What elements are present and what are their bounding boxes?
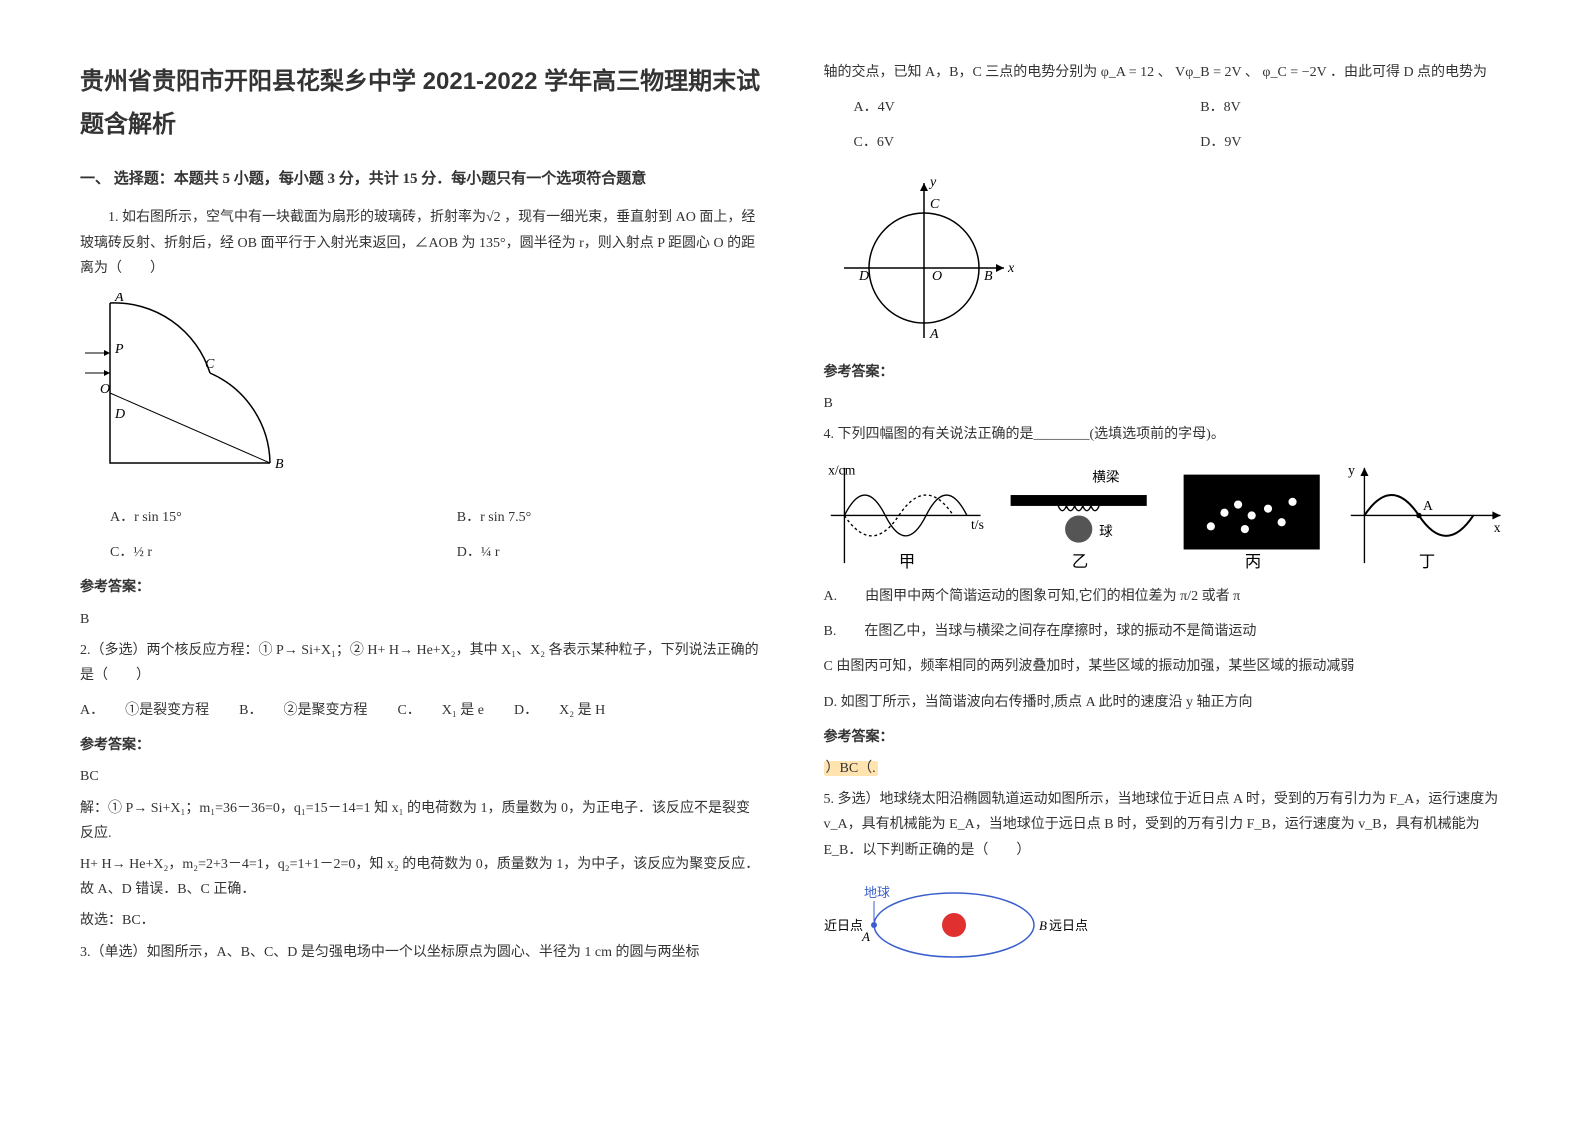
- svg-text:A: A: [861, 929, 870, 944]
- q2-text: 2.（多选）两个核反应方程：① P→ Si+X₁；② H+ H→ He+X₂，其…: [80, 638, 764, 688]
- q3-answer: B: [824, 391, 1508, 416]
- q4-fig-yi: 横梁 球 乙: [997, 461, 1160, 570]
- q2-answer-label: 参考答案：: [80, 733, 764, 758]
- q1-label-A: A: [114, 293, 124, 305]
- q1-answer: B: [80, 607, 764, 632]
- q1-label-C: C: [205, 357, 215, 372]
- svg-text:近日点: 近日点: [824, 918, 863, 933]
- q4-text: 4. 下列四幅图的有关说法正确的是________(选填选项前的字母)。: [824, 422, 1508, 447]
- q3-figure: C B A D O x y: [824, 168, 1508, 348]
- svg-text:乙: 乙: [1072, 552, 1088, 570]
- q3-text-1: 3.（单选）如图所示，A、B、C、D 是匀强电场中一个以坐标原点为圆心、半径为 …: [80, 940, 764, 965]
- q5-text: 5. 多选）地球绕太阳沿椭圆轨道运动如图所示，当地球位于近日点 A 时，受到的万…: [824, 787, 1508, 863]
- q4-fig-bing: 丙: [1170, 461, 1333, 570]
- q2-answer: BC: [80, 764, 764, 789]
- q1-label-D: D: [114, 407, 125, 422]
- svg-text:甲: 甲: [898, 552, 914, 570]
- q1-option-b: B．r sin 7.5°: [457, 505, 764, 530]
- svg-text:B: B: [984, 269, 993, 284]
- q4-option-a: A. 由图甲中两个简谐运动的图象可知,它们的相位差为 π/2 或者 π: [824, 584, 1508, 609]
- q1-label-O: O: [100, 382, 110, 397]
- svg-text:A: A: [1423, 498, 1433, 513]
- q2-exp-3: 故选：BC．: [80, 908, 764, 933]
- q1-option-c: C．½ r: [110, 540, 417, 565]
- svg-text:球: 球: [1099, 524, 1113, 539]
- q1-text: 1. 如右图所示，空气中有一块截面为扇形的玻璃砖，折射率为√2 ，现有一细光束，…: [80, 205, 764, 281]
- svg-text:C: C: [930, 197, 940, 212]
- q4-fig-jia: x/cm t/s 甲: [824, 461, 987, 570]
- page-title: 贵州省贵阳市开阳县花梨乡中学 2021-2022 学年高三物理期末试题含解析: [80, 60, 764, 146]
- q5-figure: 地球 近日点 A B 远日点: [824, 875, 1508, 965]
- q2-exp-1: 解：① P→ Si+X₁；m₁=36－36=0，q₁=15－14=1 知 x₁ …: [80, 796, 764, 846]
- svg-text:A: A: [929, 327, 939, 342]
- q3-text-2: 轴的交点，已知 A，B，C 三点的电势分别为 φ_A = 12 、 Vφ_B =…: [824, 60, 1508, 85]
- q4-answer: ）BC（.: [824, 756, 1508, 781]
- svg-text:O: O: [932, 269, 942, 284]
- q2-option-c: C． X₁ 是 e: [397, 698, 484, 723]
- q2-option-d: D． X₂ 是 H: [514, 698, 605, 723]
- svg-text:D: D: [858, 269, 869, 284]
- svg-text:远日点: 远日点: [1049, 918, 1088, 933]
- section-heading: 一、 选择题：本题共 5 小题，每小题 3 分，共计 15 分．每小题只有一个选…: [80, 166, 764, 193]
- q4-option-c: C 由图丙可知，频率相同的两列波叠加时，某些区域的振动加强，某些区域的振动减弱: [824, 654, 1508, 679]
- svg-text:x: x: [1007, 261, 1015, 276]
- q3-option-d: D．9V: [1200, 130, 1507, 155]
- q1-option-a: A．r sin 15°: [110, 505, 417, 530]
- q1-option-d: D．¼ r: [457, 540, 764, 565]
- svg-text:y: y: [1348, 463, 1355, 478]
- q1-figure: A P C O D B: [80, 293, 764, 493]
- svg-text:x/cm: x/cm: [828, 463, 856, 478]
- q4-option-b: B. 在图乙中，当球与横梁之间存在摩擦时，球的振动不是简谐运动: [824, 619, 1508, 644]
- q4-fig-ding: A y x 丁: [1344, 461, 1507, 570]
- q3-answer-label: 参考答案：: [824, 360, 1508, 385]
- svg-text:t/s: t/s: [971, 517, 984, 532]
- q3-option-b: B．8V: [1200, 95, 1507, 120]
- q2-exp-2: H+ H→ He+X₂，m₂=2+3－4=1，q₂=1+1－2=0，知 x₂ 的…: [80, 852, 764, 902]
- svg-text:丙: 丙: [1245, 552, 1261, 570]
- q2-explanation: 解：① P→ Si+X₁；m₁=36－36=0，q₁=15－14=1 知 x₁ …: [80, 796, 764, 934]
- svg-text:横梁: 横梁: [1092, 470, 1120, 485]
- q4-answer-label: 参考答案：: [824, 725, 1508, 750]
- q2-option-b: B． ②是聚变方程: [239, 698, 367, 723]
- svg-text:地球: 地球: [864, 885, 890, 900]
- q3-option-a: A．4V: [854, 95, 1161, 120]
- q4-option-d: D. 如图丁所示，当简谐波向右传播时,质点 A 此时的速度沿 y 轴正方向: [824, 690, 1508, 715]
- q2-option-a: A． ①是裂变方程: [80, 698, 209, 723]
- q4-figures: x/cm t/s 甲 横梁 球 乙 丙: [824, 461, 1508, 570]
- q1-label-P: P: [114, 342, 124, 357]
- svg-text:丁: 丁: [1419, 552, 1435, 570]
- svg-text:x: x: [1493, 520, 1500, 535]
- q3-option-c: C．6V: [854, 130, 1161, 155]
- q1-answer-label: 参考答案：: [80, 575, 764, 600]
- q1-label-B: B: [275, 457, 284, 472]
- svg-text:B: B: [1039, 918, 1047, 933]
- svg-text:y: y: [928, 175, 937, 190]
